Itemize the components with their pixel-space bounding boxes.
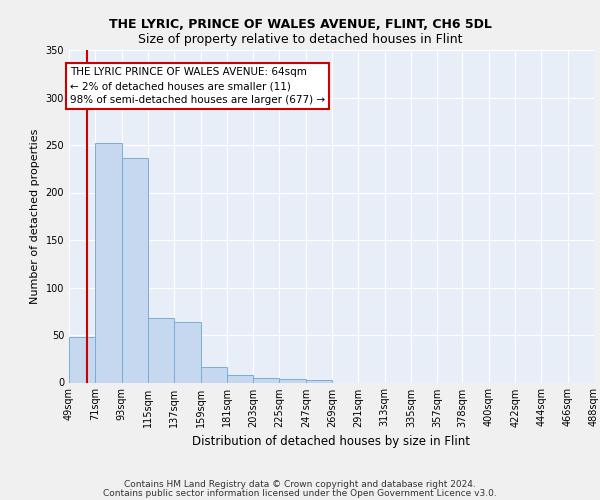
Bar	[69, 337, 95, 382]
Text: THE LYRIC, PRINCE OF WALES AVENUE, FLINT, CH6 5DL: THE LYRIC, PRINCE OF WALES AVENUE, FLINT…	[109, 18, 491, 30]
Bar	[280, 378, 306, 382]
Text: Contains public sector information licensed under the Open Government Licence v3: Contains public sector information licen…	[103, 488, 497, 498]
X-axis label: Distribution of detached houses by size in Flint: Distribution of detached houses by size …	[193, 435, 470, 448]
Bar	[253, 378, 280, 382]
Text: THE LYRIC PRINCE OF WALES AVENUE: 64sqm
← 2% of detached houses are smaller (11): THE LYRIC PRINCE OF WALES AVENUE: 64sqm …	[70, 67, 325, 105]
Bar	[174, 322, 200, 382]
Bar	[227, 375, 253, 382]
Bar	[306, 380, 332, 382]
Bar	[200, 368, 227, 382]
Bar	[148, 318, 174, 382]
Bar	[122, 158, 148, 382]
Y-axis label: Number of detached properties: Number of detached properties	[30, 128, 40, 304]
Text: Contains HM Land Registry data © Crown copyright and database right 2024.: Contains HM Land Registry data © Crown c…	[124, 480, 476, 489]
Bar	[95, 143, 122, 382]
Text: Size of property relative to detached houses in Flint: Size of property relative to detached ho…	[138, 34, 462, 46]
